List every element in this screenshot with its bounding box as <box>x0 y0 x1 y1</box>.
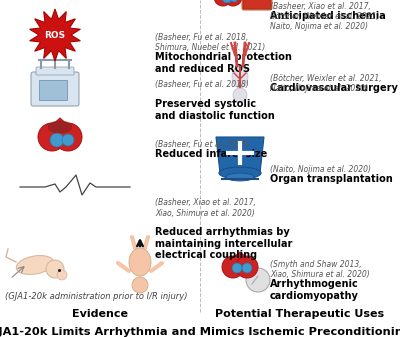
Text: ROS: ROS <box>44 31 66 39</box>
Circle shape <box>242 263 252 273</box>
Text: (Naito, Nojima et al. 2020): (Naito, Nojima et al. 2020) <box>270 164 371 174</box>
Text: (Basheer, Xiao et al. 2017,
Xiao, Shimura et al. 2020): (Basheer, Xiao et al. 2017, Xiao, Shimur… <box>155 198 256 218</box>
Text: Arrhythmogenic
cardiomyopathy: Arrhythmogenic cardiomyopathy <box>270 279 359 301</box>
Polygon shape <box>216 137 264 173</box>
Text: (Smyth and Shaw 2013,
Xiao, Shimura et al. 2020): (Smyth and Shaw 2013, Xiao, Shimura et a… <box>270 260 370 279</box>
Circle shape <box>222 256 244 278</box>
Circle shape <box>222 0 232 3</box>
Text: Potential Therapeutic Uses: Potential Therapeutic Uses <box>216 309 384 319</box>
Ellipse shape <box>226 173 254 181</box>
Text: (GJA1-20k administration prior to I/R injury): (GJA1-20k administration prior to I/R in… <box>5 292 188 301</box>
FancyBboxPatch shape <box>242 0 272 10</box>
Polygon shape <box>30 9 80 61</box>
Text: (Basheer, Fu et al. 2018,
Shimura, Nuebel et al. 2021): (Basheer, Fu et al. 2018, Shimura, Nuebe… <box>155 33 265 52</box>
FancyBboxPatch shape <box>31 72 79 106</box>
Ellipse shape <box>48 121 72 133</box>
Text: Preserved systolic
and diastolic function: Preserved systolic and diastolic functio… <box>155 99 275 121</box>
Circle shape <box>54 123 82 151</box>
Text: (Basheer, Fu et al. 2018): (Basheer, Fu et al. 2018) <box>155 80 249 89</box>
Text: Reduced infarct size: Reduced infarct size <box>155 149 267 159</box>
Circle shape <box>236 256 258 278</box>
Ellipse shape <box>219 167 261 179</box>
Ellipse shape <box>129 248 151 276</box>
Text: Anticipated ischemia: Anticipated ischemia <box>270 11 386 21</box>
Text: (Basheer, Xiao et al. 2017,
Bötcher, Weixler et al. 2021,
Naito, Nojima et al. 2: (Basheer, Xiao et al. 2017, Bötcher, Wei… <box>270 1 379 31</box>
Ellipse shape <box>16 255 54 274</box>
Text: Reduced arrhythmias by
maintaining intercellular
electrical coupling: Reduced arrhythmias by maintaining inter… <box>155 227 292 260</box>
FancyBboxPatch shape <box>243 0 271 9</box>
Circle shape <box>246 268 270 292</box>
Circle shape <box>38 123 66 151</box>
Polygon shape <box>40 118 80 136</box>
Ellipse shape <box>232 66 248 88</box>
Circle shape <box>230 0 238 2</box>
Circle shape <box>46 260 64 278</box>
Text: Evidence: Evidence <box>72 309 128 319</box>
Circle shape <box>62 134 74 146</box>
Text: Mitochondrial protection
and reduced ROS: Mitochondrial protection and reduced ROS <box>155 52 292 73</box>
Circle shape <box>224 0 242 6</box>
Text: GJA1-20k Limits Arrhythmia and Mimics Ischemic Preconditioning: GJA1-20k Limits Arrhythmia and Mimics Is… <box>0 327 400 337</box>
Circle shape <box>214 0 232 6</box>
Circle shape <box>232 263 242 273</box>
Circle shape <box>233 88 247 102</box>
FancyBboxPatch shape <box>36 67 74 75</box>
Circle shape <box>132 277 148 293</box>
Text: Cardiovascular surgery: Cardiovascular surgery <box>270 83 398 93</box>
Text: (Basheer, Fu et al. 2018): (Basheer, Fu et al. 2018) <box>155 140 249 149</box>
Circle shape <box>57 270 67 280</box>
Text: (Bötcher, Weixler et al. 2021,
Naito, Nojima et al. 2020): (Bötcher, Weixler et al. 2021, Naito, No… <box>270 73 382 93</box>
Polygon shape <box>224 252 256 265</box>
Circle shape <box>50 133 64 147</box>
FancyBboxPatch shape <box>39 80 67 100</box>
Text: Organ transplantation: Organ transplantation <box>270 174 393 184</box>
